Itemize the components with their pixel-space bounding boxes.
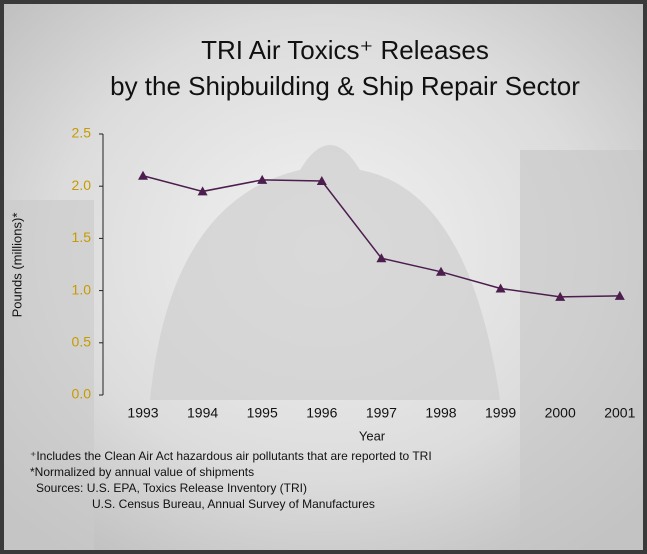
marker xyxy=(495,283,506,293)
marker xyxy=(138,170,148,180)
marker xyxy=(197,186,208,196)
marker xyxy=(257,174,268,184)
marker xyxy=(376,253,387,263)
scaffold xyxy=(520,150,643,550)
note: U.S. Census Bureau, Annual Survey of Man… xyxy=(92,497,375,511)
marker xyxy=(316,175,327,185)
y-tick-label: 1.0 xyxy=(72,281,92,297)
x-tick-label: 1995 xyxy=(247,405,278,421)
y-tick-label: 1.5 xyxy=(72,229,92,245)
y-axis-label: Pounds (millions)* xyxy=(9,213,24,318)
y-tick-label: 2.5 xyxy=(72,125,92,141)
scaffold xyxy=(4,200,94,550)
marker xyxy=(436,266,446,276)
x-tick-label: 1998 xyxy=(425,405,456,421)
chart-title: by the Shipbuilding & Ship Repair Sector xyxy=(110,71,580,101)
x-tick-label: 1993 xyxy=(127,405,158,421)
x-tick-label: 2001 xyxy=(604,405,635,421)
y-tick-label: 0.0 xyxy=(72,386,92,402)
marker xyxy=(614,290,625,300)
y-tick-label: 0.5 xyxy=(72,334,92,350)
y-tick-label: 2.0 xyxy=(72,177,92,193)
x-tick-label: 1999 xyxy=(485,405,516,421)
chart-title: TRI Air Toxics⁺ Releases xyxy=(201,35,489,65)
x-axis-label: Year xyxy=(359,428,386,443)
ship-silhouette xyxy=(150,145,500,400)
note: Sources: U.S. EPA, Toxics Release Invent… xyxy=(36,481,307,495)
marker xyxy=(555,291,566,301)
note: ⁺Includes the Clean Air Act hazardous ai… xyxy=(30,449,432,463)
note: *Normalized by annual value of shipments xyxy=(30,465,254,479)
x-tick-label: 1997 xyxy=(366,405,397,421)
x-tick-label: 1994 xyxy=(187,405,218,421)
x-tick-label: 1996 xyxy=(306,405,337,421)
x-tick-label: 2000 xyxy=(545,405,576,421)
